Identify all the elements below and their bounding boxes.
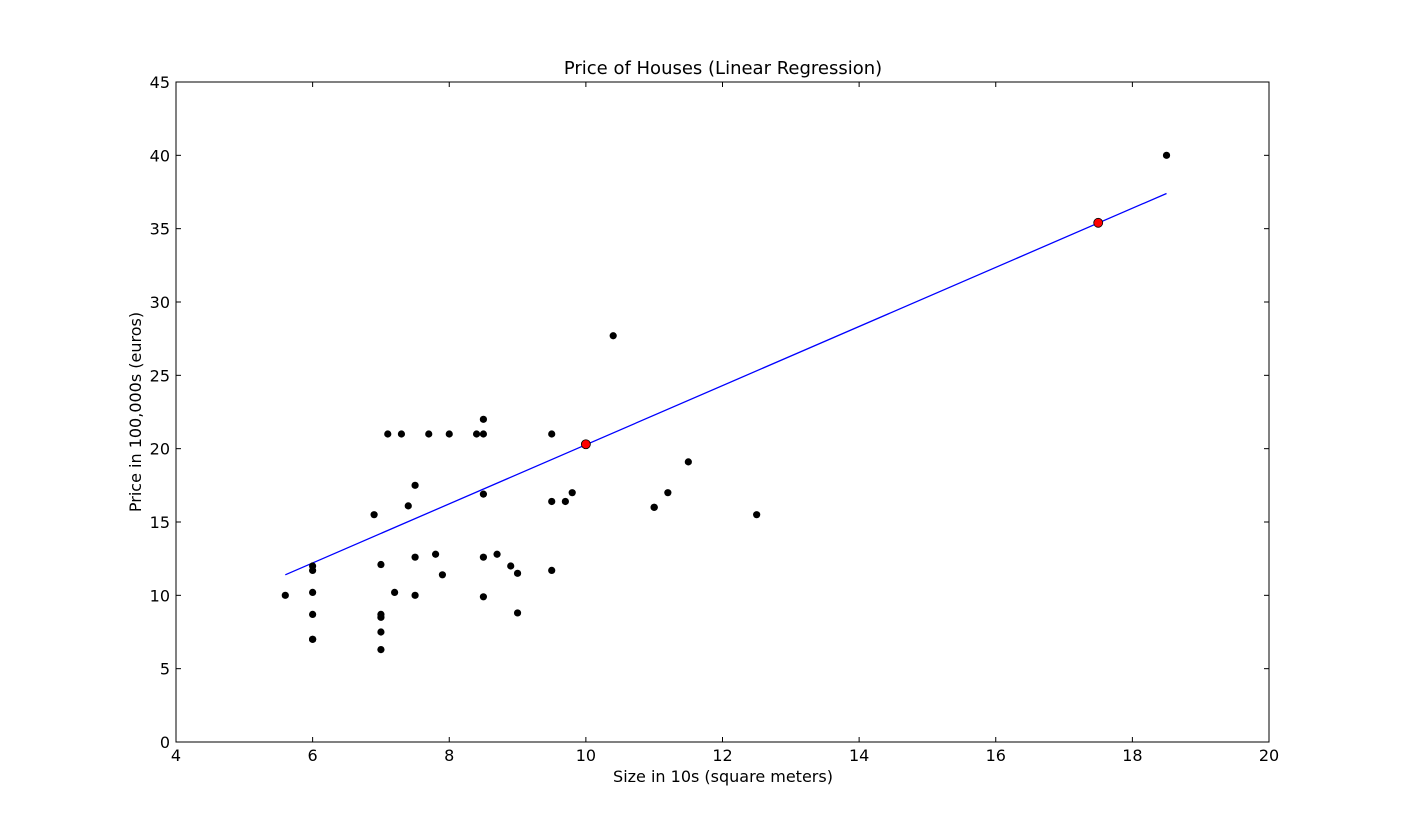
data-point (651, 504, 658, 511)
x-tick-label: 8 (444, 746, 454, 765)
data-point (439, 571, 446, 578)
data-point (377, 628, 384, 635)
data-point (432, 551, 439, 558)
data-point (1163, 152, 1170, 159)
data-point (411, 554, 418, 561)
x-tick-label: 10 (576, 746, 596, 765)
y-tick-label: 20 (150, 440, 170, 459)
y-tick-label: 0 (160, 733, 170, 752)
y-tick-label: 40 (150, 146, 170, 165)
data-point (398, 430, 405, 437)
y-tick-label: 35 (150, 220, 170, 239)
data-point (446, 430, 453, 437)
data-point (411, 592, 418, 599)
data-point (610, 332, 617, 339)
prediction-point (581, 440, 590, 449)
x-tick-label: 16 (986, 746, 1006, 765)
data-point (480, 491, 487, 498)
y-tick-label: 5 (160, 660, 170, 679)
data-point (377, 614, 384, 621)
y-tick-label: 25 (150, 366, 170, 385)
data-point (548, 567, 555, 574)
y-axis-label: Price in 100,000s (euros) (126, 312, 145, 512)
data-point (384, 430, 391, 437)
data-point (480, 593, 487, 600)
prediction-point (1094, 218, 1103, 227)
y-tick-label: 15 (150, 513, 170, 532)
data-point (569, 489, 576, 496)
y-tick-label: 30 (150, 293, 170, 312)
data-point (514, 570, 521, 577)
data-point (753, 511, 760, 518)
data-point (405, 502, 412, 509)
x-tick-label: 18 (1122, 746, 1142, 765)
data-point (480, 430, 487, 437)
plot-frame (176, 82, 1269, 742)
data-point (411, 482, 418, 489)
plot-area-border (176, 82, 1269, 742)
data-point (309, 589, 316, 596)
data-point (371, 511, 378, 518)
chart-title: Price of Houses (Linear Regression) (564, 58, 882, 79)
data-point (391, 589, 398, 596)
data-point (480, 554, 487, 561)
y-tick-label: 10 (150, 586, 170, 605)
data-point (507, 562, 514, 569)
y-tick-label: 45 (150, 73, 170, 92)
data-point (548, 430, 555, 437)
data-point (480, 416, 487, 423)
data-point (309, 636, 316, 643)
data-point (664, 489, 671, 496)
x-axis-label: Size in 10s (square meters) (613, 767, 833, 786)
x-tick-label: 4 (171, 746, 181, 765)
data-point (473, 430, 480, 437)
x-tick-label: 20 (1259, 746, 1279, 765)
data-point (309, 611, 316, 618)
x-tick-label: 6 (308, 746, 318, 765)
data-point (309, 567, 316, 574)
data-point (548, 498, 555, 505)
data-point (562, 498, 569, 505)
x-tick-label: 14 (849, 746, 869, 765)
data-point (514, 609, 521, 616)
x-tick-label: 12 (712, 746, 732, 765)
data-point (493, 551, 500, 558)
data-point (377, 561, 384, 568)
data-point (685, 458, 692, 465)
data-point (377, 646, 384, 653)
data-point (282, 592, 289, 599)
data-point (425, 430, 432, 437)
